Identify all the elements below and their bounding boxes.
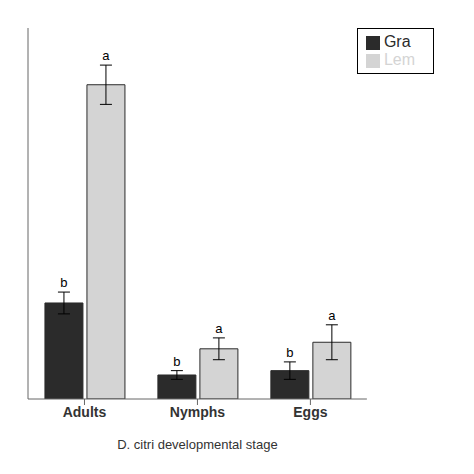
html-text:Lem: Lem: [383, 51, 415, 68]
svg-text:Eggs: Eggs: [293, 404, 327, 420]
svg-text:b: b: [60, 275, 67, 290]
svg-text:a: a: [102, 48, 110, 63]
svg-text:a: a: [215, 321, 223, 336]
svg-text:b: b: [286, 345, 293, 360]
svg-text:Adults: Adults: [63, 404, 107, 420]
svg-text:b: b: [173, 354, 180, 369]
html-text:Gra: Gra: [383, 33, 411, 50]
svg-text:Nymphs: Nymphs: [170, 404, 225, 420]
svg-text:D. citri developmental stage: D. citri developmental stage: [117, 437, 277, 452]
svg-text:a: a: [328, 308, 336, 323]
